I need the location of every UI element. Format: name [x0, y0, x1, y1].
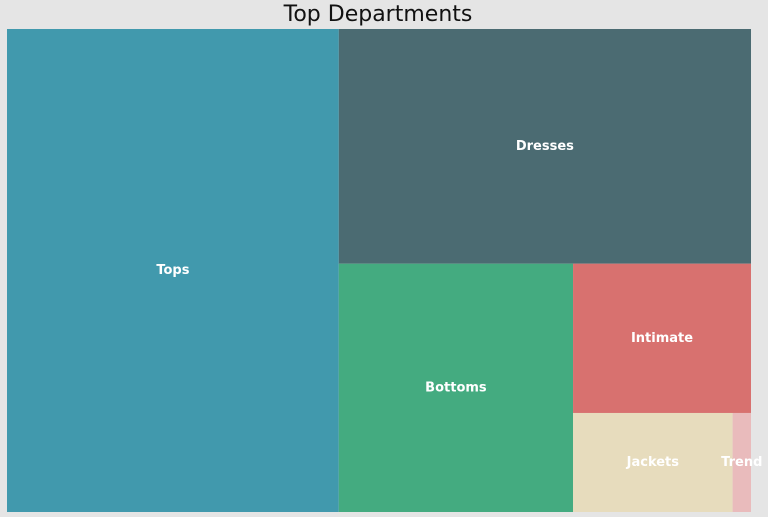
- treemap-label-jackets: Jackets: [626, 455, 680, 470]
- treemap-tile-tops: [7, 29, 339, 512]
- treemap-label-intimate: Intimate: [631, 331, 693, 346]
- treemap-label-dresses: Dresses: [516, 139, 574, 154]
- treemap-tile-dresses: [338, 29, 751, 264]
- treemap-label-bottoms: Bottoms: [425, 380, 487, 395]
- treemap-tile-jackets: [573, 412, 733, 512]
- treemap-tile-trend: [732, 412, 751, 512]
- treemap-label-trend: Trend: [721, 455, 762, 470]
- treemap-label-tops: Tops: [156, 263, 189, 278]
- chart-title: Top Departments: [283, 2, 473, 27]
- treemap-tile-bottoms: [338, 263, 574, 512]
- treemap-tile-intimate: [573, 263, 751, 413]
